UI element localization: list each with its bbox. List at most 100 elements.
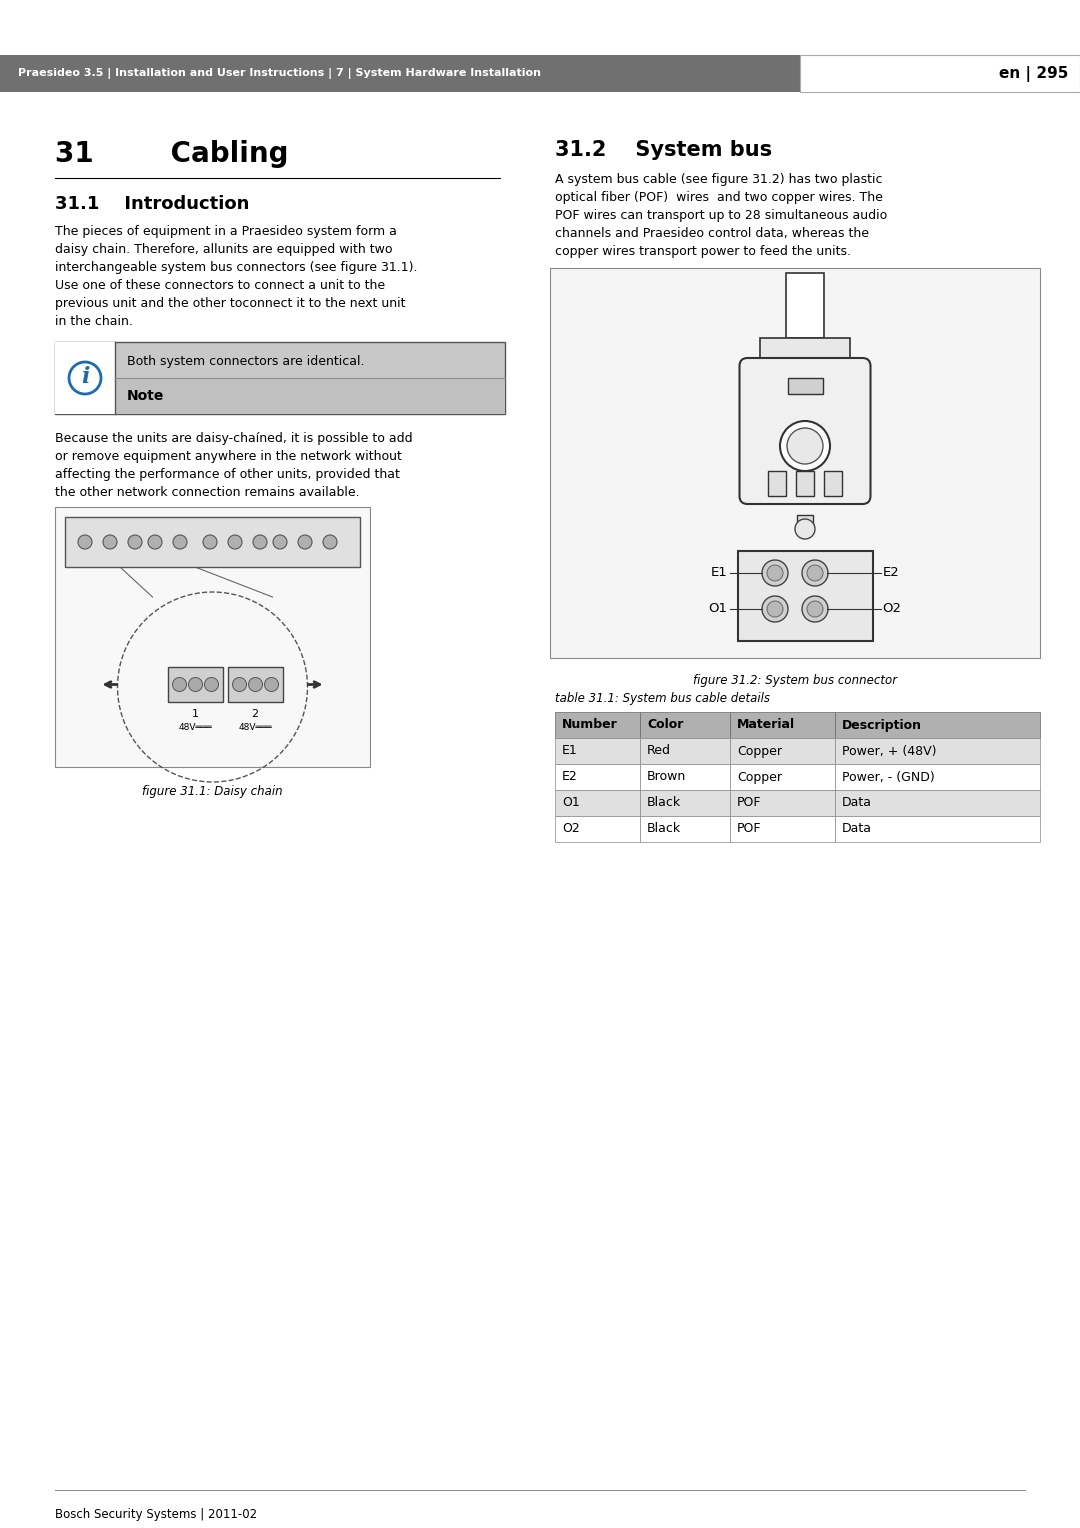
- Circle shape: [203, 535, 217, 549]
- Bar: [730, 738, 835, 764]
- Circle shape: [69, 362, 102, 394]
- Circle shape: [148, 535, 162, 549]
- Bar: [824, 471, 842, 497]
- Bar: [640, 738, 730, 764]
- Text: O2: O2: [562, 822, 580, 836]
- Circle shape: [767, 601, 783, 617]
- Circle shape: [298, 535, 312, 549]
- Circle shape: [189, 677, 203, 692]
- Bar: [835, 738, 1040, 764]
- Text: Color: Color: [647, 718, 684, 732]
- Text: en | 295: en | 295: [999, 66, 1068, 81]
- Text: figure 31.2: System bus connector: figure 31.2: System bus connector: [693, 674, 897, 688]
- Text: E1: E1: [711, 567, 728, 579]
- Text: 48V═══: 48V═══: [178, 723, 212, 732]
- Bar: [730, 712, 835, 738]
- Text: O1: O1: [708, 602, 728, 616]
- Bar: [555, 712, 640, 738]
- Circle shape: [795, 520, 815, 539]
- Text: Material: Material: [737, 718, 795, 732]
- Circle shape: [78, 535, 92, 549]
- Circle shape: [807, 601, 823, 617]
- Bar: [786, 274, 824, 338]
- Bar: [555, 738, 640, 764]
- Circle shape: [323, 535, 337, 549]
- Text: Both system connectors are identical.: Both system connectors are identical.: [127, 356, 365, 368]
- Bar: [114, 377, 505, 414]
- Bar: [796, 471, 814, 497]
- Bar: [640, 816, 730, 842]
- Text: 31.2    System bus: 31.2 System bus: [555, 141, 772, 160]
- Text: 1: 1: [191, 709, 199, 720]
- Text: Number: Number: [562, 718, 618, 732]
- Text: POF: POF: [737, 796, 761, 810]
- Bar: [835, 764, 1040, 790]
- Bar: [835, 816, 1040, 842]
- Text: table 31.1: System bus cable details: table 31.1: System bus cable details: [555, 692, 770, 704]
- Bar: [787, 377, 823, 394]
- Circle shape: [762, 596, 788, 622]
- Text: 2: 2: [252, 709, 258, 720]
- Circle shape: [232, 677, 246, 692]
- Circle shape: [802, 559, 828, 587]
- Text: the other network connection remains available.: the other network connection remains ava…: [55, 486, 360, 500]
- Circle shape: [253, 535, 267, 549]
- Circle shape: [780, 422, 831, 471]
- Circle shape: [129, 535, 141, 549]
- Bar: [797, 515, 813, 533]
- Text: figure 31.1: Daisy chain: figure 31.1: Daisy chain: [143, 785, 283, 798]
- Circle shape: [787, 428, 823, 465]
- Circle shape: [265, 677, 279, 692]
- Text: POF: POF: [737, 822, 761, 836]
- Bar: [167, 668, 222, 701]
- Text: Note: Note: [127, 390, 164, 403]
- FancyBboxPatch shape: [740, 358, 870, 504]
- Text: 31        Cabling: 31 Cabling: [55, 141, 288, 168]
- Circle shape: [273, 535, 287, 549]
- Text: Power, + (48V): Power, + (48V): [842, 744, 936, 758]
- Text: E2: E2: [562, 770, 578, 784]
- Circle shape: [204, 677, 218, 692]
- Text: affecting the performance of other units, provided that: affecting the performance of other units…: [55, 468, 400, 481]
- Bar: [835, 712, 1040, 738]
- Circle shape: [228, 535, 242, 549]
- Text: Bosch Security Systems | 2011-02: Bosch Security Systems | 2011-02: [55, 1508, 257, 1520]
- Bar: [555, 816, 640, 842]
- Bar: [768, 471, 786, 497]
- Bar: [555, 764, 640, 790]
- Bar: [800, 55, 1080, 92]
- Bar: [0, 55, 800, 92]
- Bar: [730, 790, 835, 816]
- Text: Copper: Copper: [737, 770, 782, 784]
- Bar: [730, 764, 835, 790]
- Text: previous unit and the other toconnect it to the next unit: previous unit and the other toconnect it…: [55, 296, 405, 310]
- Bar: [738, 552, 873, 642]
- Bar: [55, 507, 370, 767]
- Text: i: i: [81, 367, 90, 388]
- Text: 48V═══: 48V═══: [239, 723, 272, 732]
- Text: Data: Data: [842, 822, 872, 836]
- Text: O1: O1: [562, 796, 580, 810]
- Circle shape: [103, 535, 117, 549]
- Text: The pieces of equipment in a Praesideo system form a: The pieces of equipment in a Praesideo s…: [55, 225, 396, 238]
- Text: channels and Praesideo control data, whereas the: channels and Praesideo control data, whe…: [555, 228, 869, 240]
- Bar: [65, 516, 360, 567]
- Text: 31.1    Introduction: 31.1 Introduction: [55, 196, 249, 212]
- Bar: [640, 764, 730, 790]
- Text: copper wires transport power to feed the units.: copper wires transport power to feed the…: [555, 244, 851, 258]
- Bar: [835, 790, 1040, 816]
- Text: Because the units are daisy-chaíned, it is possible to add: Because the units are daisy-chaíned, it …: [55, 432, 413, 445]
- Bar: [640, 712, 730, 738]
- Text: in the chain.: in the chain.: [55, 315, 133, 329]
- Circle shape: [807, 565, 823, 581]
- Bar: [228, 668, 283, 701]
- Text: daisy chain. Therefore, allunits are equipped with two: daisy chain. Therefore, allunits are equ…: [55, 243, 392, 257]
- Circle shape: [173, 535, 187, 549]
- Circle shape: [767, 565, 783, 581]
- Bar: [640, 790, 730, 816]
- Circle shape: [802, 596, 828, 622]
- Text: optical fiber (POF)  wires  and two copper wires. The: optical fiber (POF) wires and two copper…: [555, 191, 882, 205]
- Text: POF wires can transport up to 28 simultaneous audio: POF wires can transport up to 28 simulta…: [555, 209, 888, 222]
- Circle shape: [762, 559, 788, 587]
- Bar: [55, 342, 114, 414]
